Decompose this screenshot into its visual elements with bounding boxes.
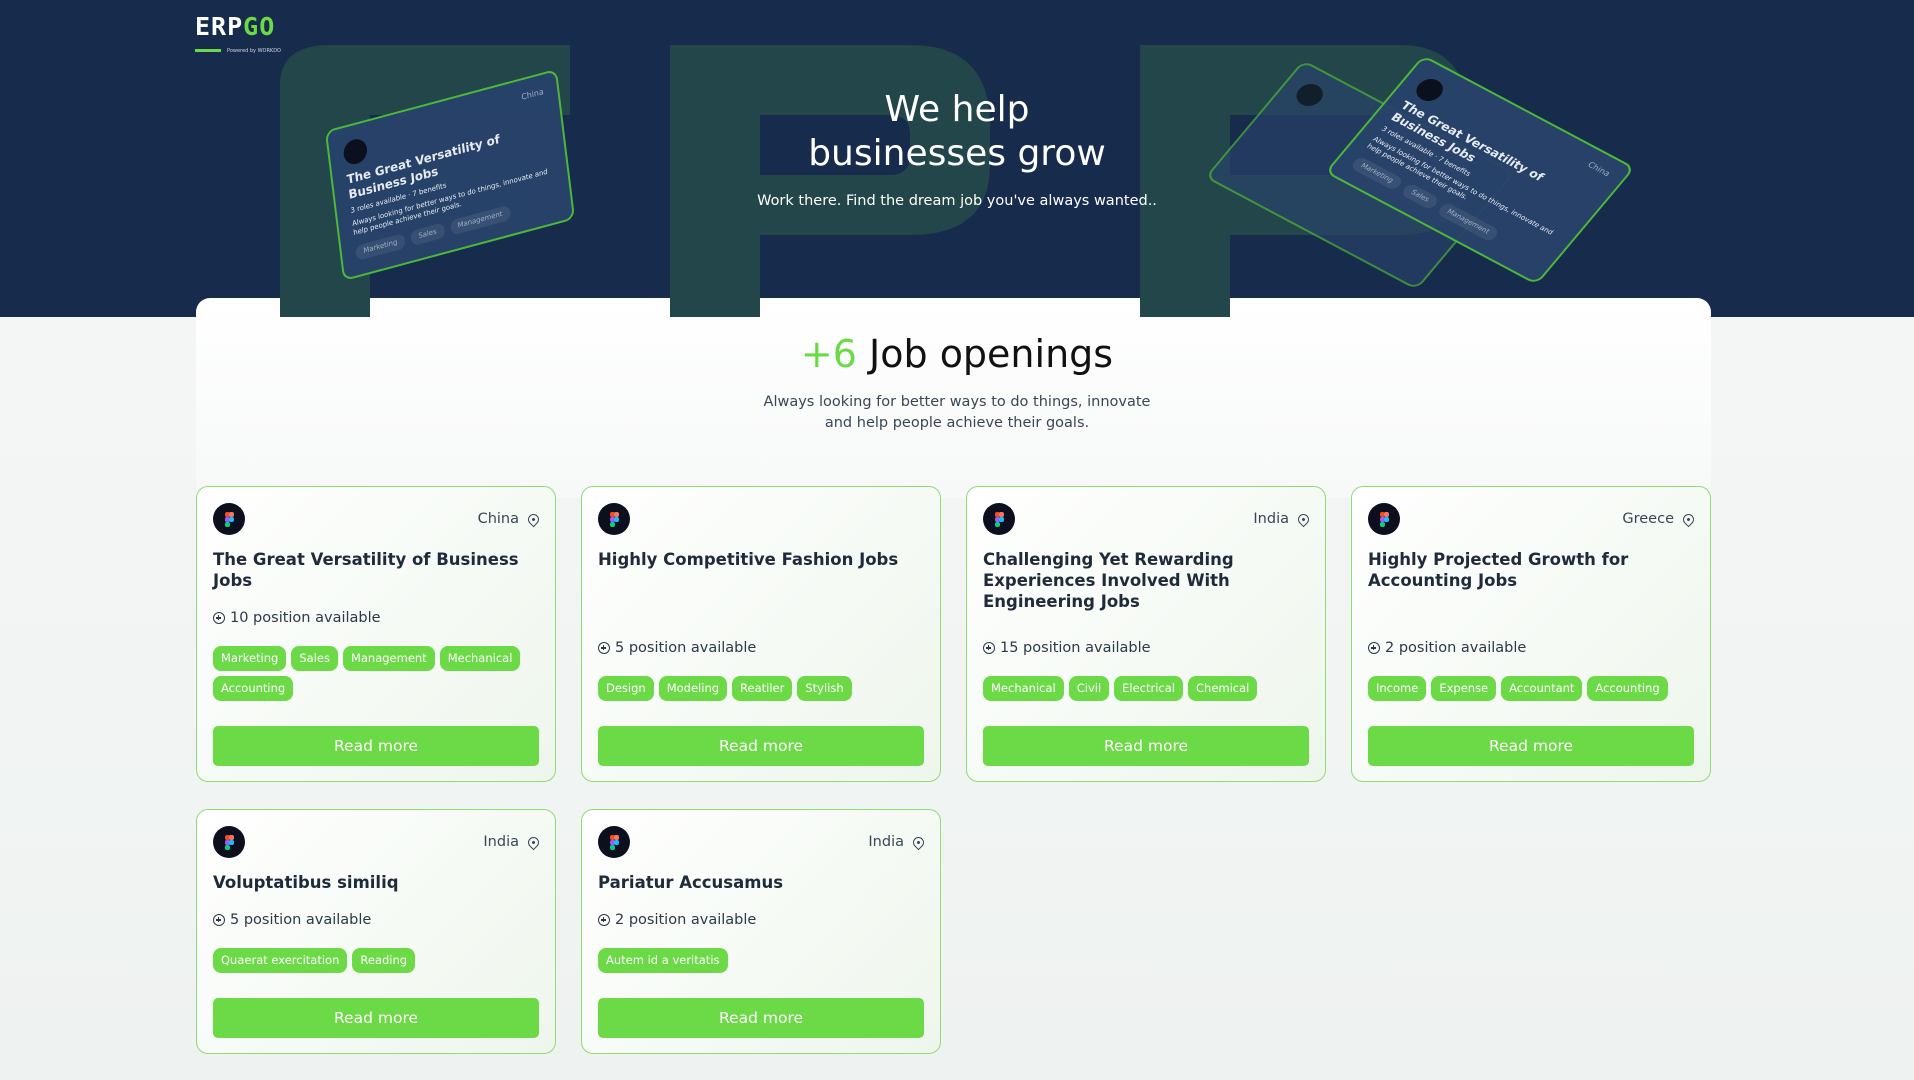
positions-available: 2 position available bbox=[1368, 621, 1694, 658]
positions-available: 5 position available bbox=[598, 621, 924, 658]
read-more-button[interactable]: Read more bbox=[213, 726, 539, 766]
location-pin-icon bbox=[525, 834, 542, 850]
job-tags: Autem id a veritatis bbox=[598, 948, 924, 973]
hero-banner: ERPGO Powered by WORKDO China The Great … bbox=[0, 0, 1914, 317]
plus-circle-icon bbox=[1368, 642, 1380, 654]
plus-circle-icon bbox=[598, 914, 610, 926]
content-panel bbox=[196, 298, 1711, 498]
plus-circle-icon bbox=[598, 642, 610, 654]
job-location: India bbox=[868, 834, 927, 850]
job-card: Highly Competitive Fashion Jobs 5 positi… bbox=[581, 486, 941, 782]
plus-circle-icon bbox=[213, 612, 225, 624]
section-heading-text: Job openings bbox=[869, 332, 1114, 376]
job-tag: Management bbox=[342, 646, 435, 671]
hero-subtitle: Work there. Find the dream job you've al… bbox=[757, 193, 1157, 209]
job-location: India bbox=[483, 834, 542, 850]
powered-by: Powered by WORKDO bbox=[227, 47, 281, 54]
location-pin-icon bbox=[910, 834, 927, 850]
job-tag: Sales bbox=[291, 646, 338, 671]
positions-available: 15 position available bbox=[983, 621, 1309, 658]
job-card: India Pariatur Accusamus 2 position avai… bbox=[581, 809, 941, 1054]
job-tag: Expense bbox=[1431, 676, 1497, 701]
job-tag: Stylish bbox=[797, 676, 852, 701]
job-card: China The Great Versatility of Business … bbox=[196, 486, 556, 782]
job-location: Greece bbox=[1622, 511, 1697, 527]
job-card: India Voluptatibus similiq 5 position av… bbox=[196, 809, 556, 1054]
job-tags: Quaerat exercitation Reading bbox=[213, 948, 539, 973]
read-more-button[interactable]: Read more bbox=[983, 726, 1309, 766]
job-tags: Mechanical Civil Electrical Chemical bbox=[983, 676, 1309, 701]
job-tag: Chemical bbox=[1188, 676, 1258, 701]
location-pin-icon bbox=[525, 511, 542, 527]
company-logo bbox=[213, 826, 245, 858]
read-more-button[interactable]: Read more bbox=[1368, 726, 1694, 766]
section-heading: +6 Job openings bbox=[0, 330, 1914, 378]
location-pin-icon bbox=[1680, 511, 1697, 527]
job-tag: Accountant bbox=[1501, 676, 1583, 701]
job-tag: Quaerat exercitation bbox=[213, 948, 348, 973]
company-logo bbox=[598, 503, 630, 535]
job-tags: Design Modeling Reatiler Stylish bbox=[598, 676, 924, 701]
job-tag: Autem id a veritatis bbox=[598, 948, 728, 973]
job-tag: Reatiler bbox=[732, 676, 793, 701]
job-tag: Accounting bbox=[1587, 676, 1668, 701]
job-tag: Income bbox=[1368, 676, 1427, 701]
plus-circle-icon bbox=[213, 914, 225, 926]
job-tag: Accounting bbox=[213, 676, 294, 701]
job-tags: Marketing Sales Management Mechanical Accoun… bbox=[213, 646, 539, 701]
watermark-letter-r bbox=[670, 45, 990, 317]
job-grid: China The Great Versatility of Business … bbox=[196, 486, 1711, 1054]
logo-text: ERP bbox=[195, 12, 244, 41]
job-title: Pariatur Accusamus bbox=[598, 873, 784, 892]
job-tag: Modeling bbox=[658, 676, 728, 701]
company-logo bbox=[213, 503, 245, 535]
company-logo bbox=[1368, 503, 1400, 535]
company-logo bbox=[983, 503, 1015, 535]
job-title: Highly Projected Growth for Accounting J… bbox=[1368, 550, 1629, 590]
job-card: Greece Highly Projected Growth for Accou… bbox=[1351, 486, 1711, 782]
logo-accent: GO bbox=[243, 12, 276, 41]
hero-title: We help businesses grow bbox=[808, 89, 1106, 174]
job-location: India bbox=[1253, 511, 1312, 527]
plus-circle-icon bbox=[983, 642, 995, 654]
section-intro: Always looking for better ways to do thi… bbox=[763, 394, 1151, 431]
job-tag: Mechanical bbox=[439, 646, 521, 671]
job-tag: Design bbox=[598, 676, 654, 701]
job-tag: Mechanical bbox=[983, 676, 1064, 701]
company-logo bbox=[598, 826, 630, 858]
read-more-button[interactable]: Read more bbox=[598, 998, 924, 1038]
positions-available: 2 position available bbox=[598, 893, 924, 930]
logo-underline bbox=[195, 49, 221, 52]
job-card: India Challenging Yet Rewarding Experien… bbox=[966, 486, 1326, 782]
job-count: +6 bbox=[800, 332, 857, 376]
job-tag: Civil bbox=[1068, 676, 1110, 701]
job-tag: Electrical bbox=[1114, 676, 1183, 701]
job-location: China bbox=[478, 511, 542, 527]
job-title: The Great Versatility of Business Jobs bbox=[213, 550, 519, 590]
job-tag: Marketing bbox=[213, 646, 287, 671]
read-more-button[interactable]: Read more bbox=[213, 998, 539, 1038]
positions-available: 5 position available bbox=[213, 893, 539, 930]
positions-available: 10 position available bbox=[213, 591, 539, 628]
job-tags: Income Expense Accountant Accounting bbox=[1368, 676, 1694, 701]
job-title: Voluptatibus similiq bbox=[213, 873, 399, 892]
erpgo-logo[interactable]: ERPGO Powered by WORKDO bbox=[195, 14, 281, 59]
job-tag: Reading bbox=[352, 948, 416, 973]
location-pin-icon bbox=[1295, 511, 1312, 527]
job-title: Highly Competitive Fashion Jobs bbox=[598, 550, 899, 569]
job-title: Challenging Yet Rewarding Experiences In… bbox=[983, 550, 1234, 611]
read-more-button[interactable]: Read more bbox=[598, 726, 924, 766]
